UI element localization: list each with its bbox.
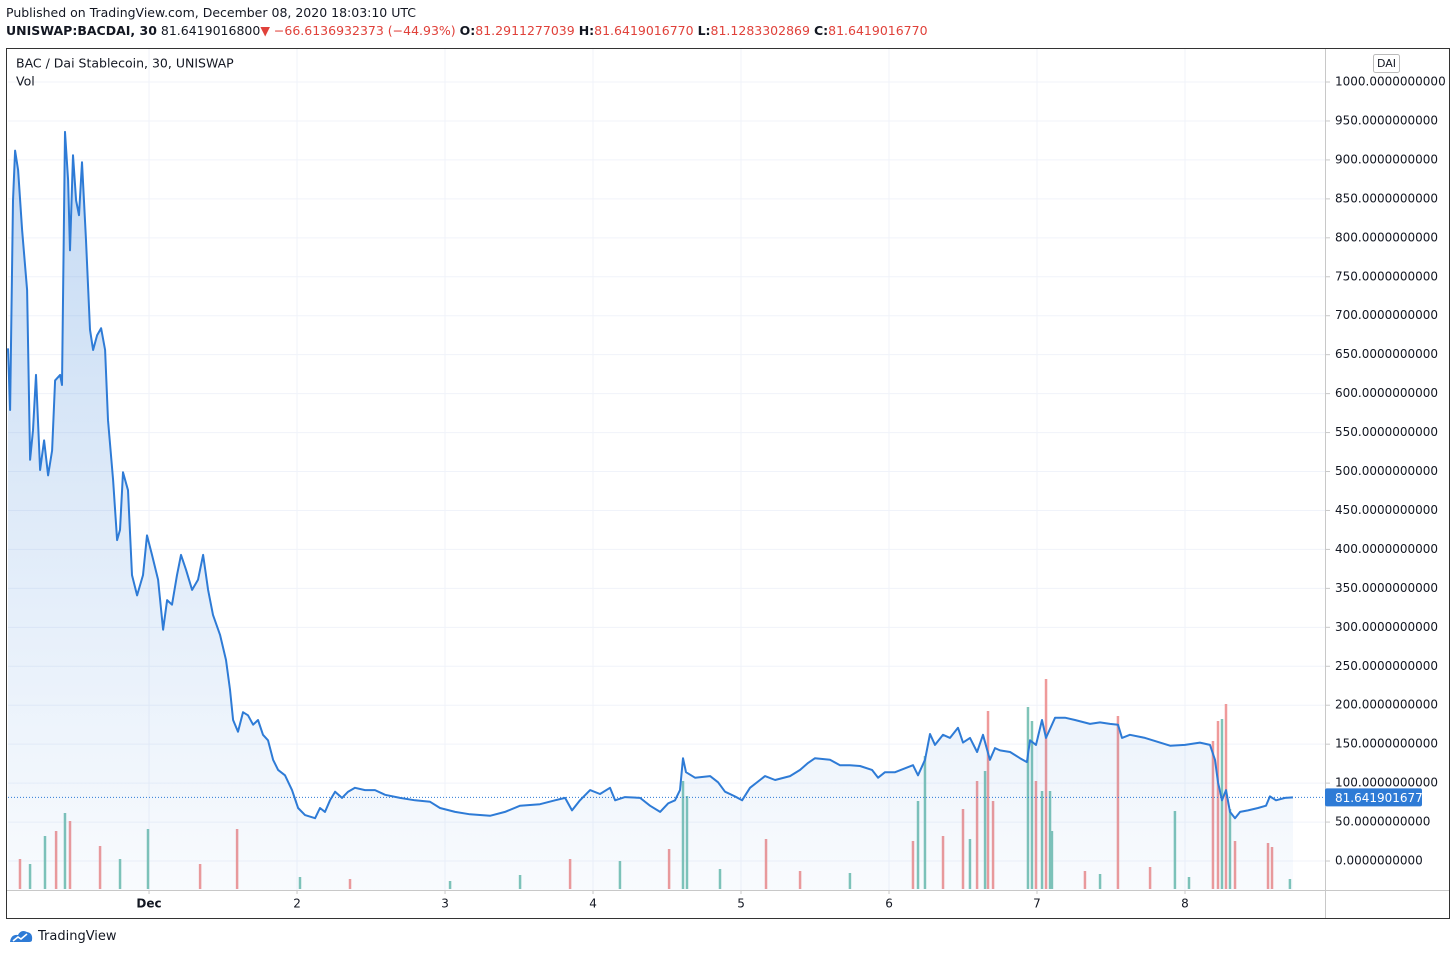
y-tick-label: 600.0000000000 [1335, 386, 1438, 400]
ohlc-value: 81.6419016770 [594, 23, 694, 38]
x-tick-label: Dec [136, 897, 161, 911]
last-price-badge [1325, 788, 1422, 807]
logo [10, 931, 33, 942]
y-tick-label: 700.0000000000 [1335, 308, 1438, 322]
ohlc-key: L: [697, 23, 711, 38]
y-tick-label: 900.0000000000 [1335, 152, 1438, 166]
y-tick-label: 500.0000000000 [1335, 464, 1438, 478]
y-tick-label: 0.0000000000 [1335, 854, 1423, 868]
ohlc-value: 81.2911277039 [475, 23, 575, 38]
y-tick-label: 300.0000000000 [1335, 620, 1438, 634]
published: Published on TradingView.com, December 0… [6, 5, 417, 20]
price-line [7, 130, 1294, 820]
y-tick-label: 650.0000000000 [1335, 347, 1438, 361]
y-tick-label: 400.0000000000 [1335, 542, 1438, 556]
change: −66.6136932373 (−44.93%) [273, 23, 456, 38]
y-tick-label: 850.0000000000 [1335, 191, 1438, 205]
brand: TradingView [38, 928, 117, 944]
arrow: ▼ [260, 23, 270, 38]
legend-volume: Vol [16, 74, 35, 89]
footer: TradingView [8, 928, 117, 944]
ohlc-value: 81.1283302869 [710, 23, 810, 38]
x-tick-label: 3 [441, 897, 449, 911]
y-tick-label: 800.0000000000 [1335, 230, 1438, 244]
currency-label: DAI [1377, 57, 1396, 70]
legend-title: BAC / Dai Stablecoin, 30, UNISWAP [16, 56, 234, 71]
y-tick-label: 950.0000000000 [1335, 113, 1438, 127]
ohlc-key: C: [813, 23, 829, 38]
y-tick-label: 450.0000000000 [1335, 503, 1438, 517]
y-tick-label: 250.0000000000 [1335, 659, 1438, 673]
quote-line: UNISWAP:BACDAI, 30 81.6419016800▼ −66.61… [6, 23, 928, 38]
x-tick-label: 6 [885, 897, 893, 911]
currency-button[interactable] [1373, 54, 1400, 73]
ohlc-key: H: [578, 23, 595, 38]
y-tick-label: 100.0000000000 [1335, 776, 1438, 790]
area-fill [8, 131, 1293, 890]
ohlc-key: O: [459, 23, 476, 38]
y-tick-label: 50.0000000000 [1335, 815, 1430, 829]
last-price: 81.6419016800 [160, 23, 261, 38]
y-tick-label: 200.0000000000 [1335, 698, 1438, 712]
y-tick-label: 350.0000000000 [1335, 581, 1438, 595]
y-tick-label: 150.0000000000 [1335, 737, 1438, 751]
x-tick-label: 2 [293, 897, 301, 911]
x-tick-label: 4 [589, 897, 597, 911]
y-tick-label: 1000.0000000000 [1335, 75, 1446, 89]
y-tick-label: 550.0000000000 [1335, 425, 1438, 439]
x-tick-label: 8 [1181, 897, 1189, 911]
last-price-label: 81.6419016770 [1335, 791, 1430, 805]
y-tick-label: 750.0000000000 [1335, 269, 1438, 283]
ohlc-value: 81.6419016770 [828, 23, 928, 38]
x-tick-label: 5 [737, 897, 745, 911]
x-tick-label: 7 [1033, 897, 1041, 911]
published-line: Published on TradingView.com, December 0… [6, 5, 416, 20]
symbol: UNISWAP:BACDAI, 30 [6, 23, 157, 38]
frame [6, 48, 1450, 919]
plot [7, 130, 1325, 890]
